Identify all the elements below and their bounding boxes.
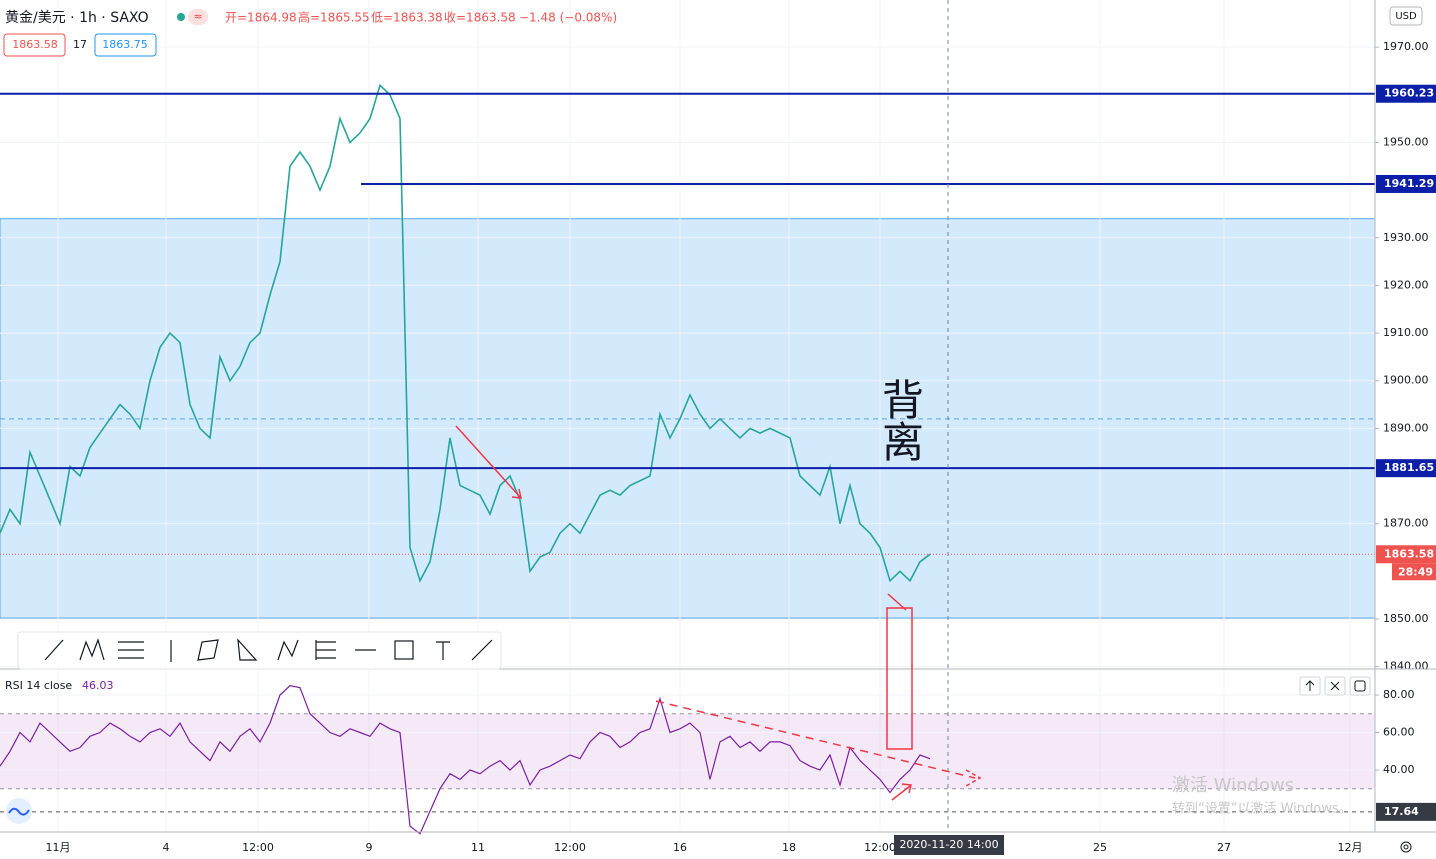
y-tick-label: 1870.00 [1383,517,1429,530]
ohlc-value: 开=1864.98 [225,11,297,25]
level-label: 1941.29 [1384,177,1434,190]
y-tick-label: 1930.00 [1383,231,1429,244]
ask: 1863.75 [102,38,148,51]
ohlc-value: 低=1863.38 [371,11,443,25]
x-tick-label: 11月 [46,841,71,854]
y-tick-label: 40.00 [1383,763,1415,776]
level-box [1376,84,1436,103]
y-tick-label: 1970.00 [1383,40,1429,53]
x-tick-label: 9 [366,841,373,854]
x-tick-label: 12:00 [554,841,586,854]
y-tick-label: 60.00 [1383,726,1415,739]
y-tick-label: 1910.00 [1383,326,1429,339]
pane-button-icons [1305,680,1366,692]
status-pill [188,9,208,25]
series-line [0,685,931,835]
ask-box[interactable] [94,33,157,57]
level-label: 1863.58 [1384,547,1434,560]
countdown: 28:49 [1398,565,1433,578]
currency: USD [1395,11,1417,22]
ohlc-value: 高=1865.55 [298,10,370,25]
settings-icon[interactable] [1400,841,1412,853]
crosshair-time-box [894,835,1004,855]
x-tick-label: 11 [471,841,485,854]
currency-box[interactable] [1389,6,1423,26]
x-tick-label: 27 [1217,841,1231,854]
rsi-marker-label: 17.64 [1384,805,1419,818]
x-tick-label: 16 [673,841,687,854]
logo-mark [8,807,30,816]
x-tick-label: 4 [163,841,170,854]
bid-box[interactable] [3,33,66,57]
y-tick-label: 1850.00 [1383,612,1429,625]
watermark-title: 激活 Windows [1172,775,1294,796]
y-tick-label: 80.00 [1383,688,1415,701]
y-tick-label: 1920.00 [1383,278,1429,291]
rsi-title: RSI 14 close [5,679,72,692]
annotations [455,425,982,801]
level-label: 1881.65 [1384,461,1434,474]
bid: 1863.58 [12,38,58,51]
level-label: 1960.23 [1384,87,1434,100]
series-line [0,83,931,583]
rsi-last: 46.03 [82,679,114,692]
crosshair-time: 2020-11-20 14:00 [899,838,998,851]
change: −1.48 (−0.08%) [519,11,617,25]
x-tick-label: 18 [782,841,796,854]
level-box [1376,459,1436,478]
x-tick-label: 25 [1093,841,1107,854]
annotation-text: 背离 [876,378,925,462]
level-box [1376,174,1436,193]
status-dot [177,13,185,21]
drawing-toolbar [17,631,502,670]
symbol: 黄金/美元 · 1h · SAXO [5,9,149,26]
watermark-sub: 转到“设置”以激活 Windows。 [1172,802,1352,817]
countdown-box [1392,563,1436,581]
level-box [1376,545,1436,564]
x-tick-label: 12:00 [864,841,896,854]
y-tick-label: 1950.00 [1383,135,1429,148]
rsi-marker-box [1376,802,1436,821]
y-tick-label: 1840.00 [1383,660,1429,673]
y-tick-label: 1890.00 [1383,421,1429,434]
x-tick-label: 12月 [1338,841,1363,854]
spread: 17 [73,38,87,51]
y-tick-label: 1900.00 [1383,374,1429,387]
status-icon: ≈ [193,10,202,23]
ohlc-value: 收=1863.58 [444,11,516,25]
x-tick-label: 12:00 [242,841,274,854]
